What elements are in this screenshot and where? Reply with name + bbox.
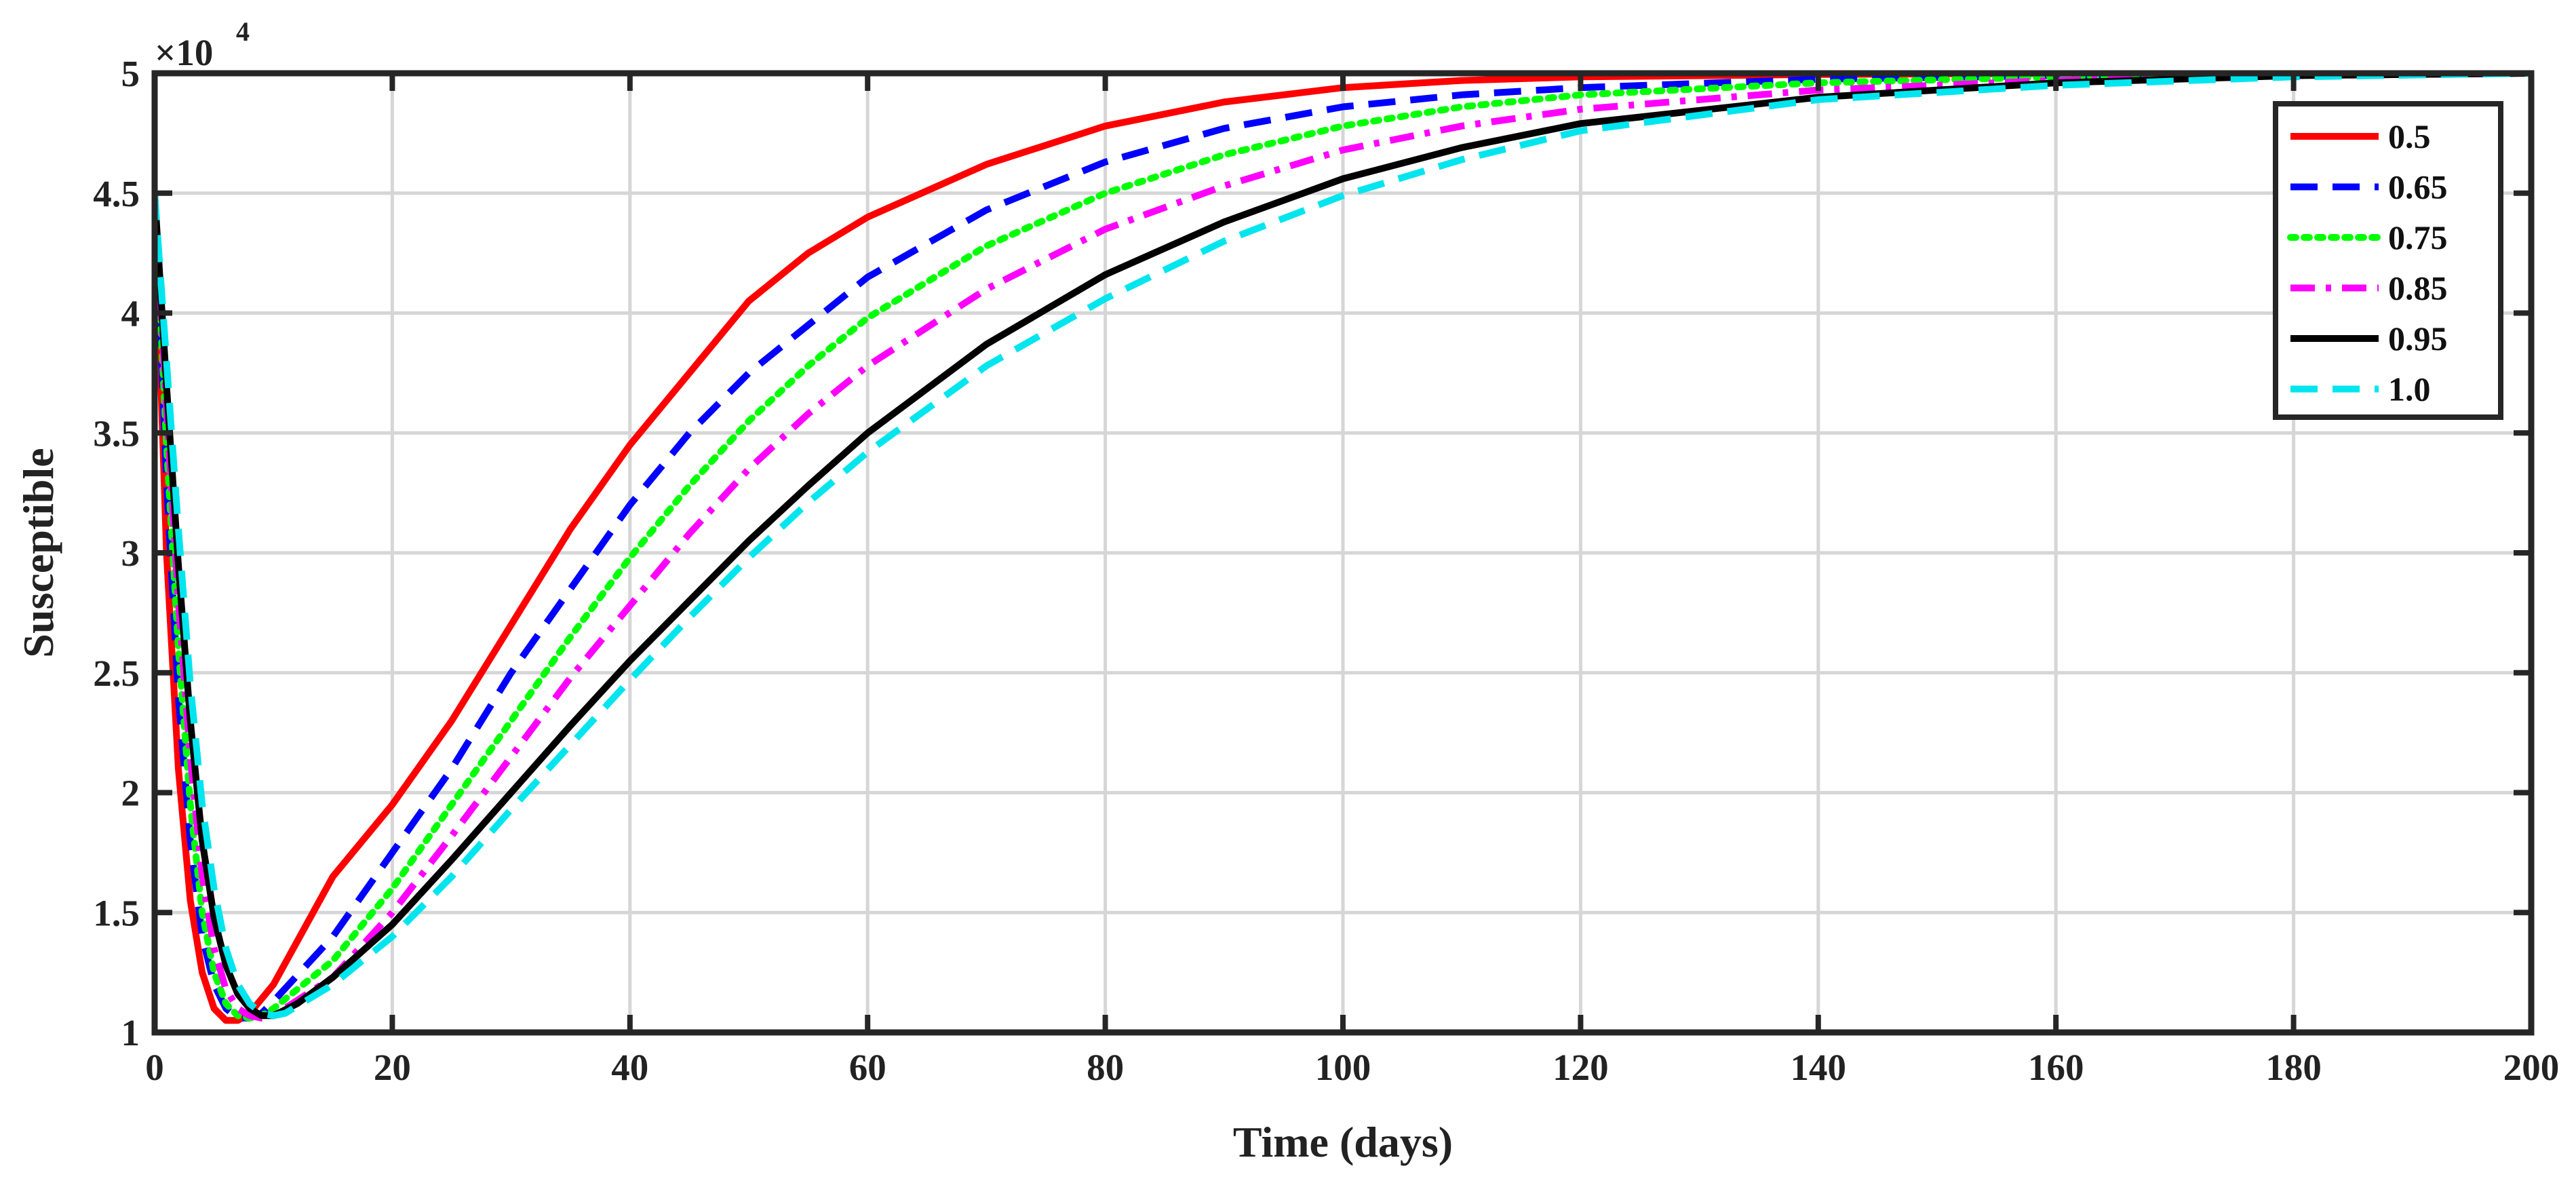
legend: 0.5 0.65 0.75 0.85 0.95 1.0 [2273, 101, 2503, 420]
legend-label: 0.75 [2388, 218, 2448, 256]
x-tick-label: 200 [2503, 1047, 2560, 1088]
x-tick-label: 100 [1315, 1047, 1371, 1088]
x-tick-label: 80 [1087, 1047, 1124, 1088]
x-tick-label: 180 [2265, 1047, 2322, 1088]
x-tick-label: 60 [849, 1047, 886, 1088]
x-tick-label: 20 [374, 1047, 411, 1088]
y-tick-label: 1 [121, 1012, 140, 1053]
series-line-0-5 [155, 73, 2531, 1024]
series-line-0-85 [155, 73, 2531, 1022]
x-tick-label: 160 [2028, 1047, 2084, 1088]
series-group [155, 73, 2531, 1024]
legend-label: 0.85 [2388, 269, 2448, 307]
x-tick-label: 140 [1791, 1047, 1847, 1088]
series-line-0-75 [155, 73, 2531, 1022]
x-tick-label: 0 [145, 1047, 164, 1088]
y-scale-base: ×10 [155, 32, 213, 73]
y-axis-label: Susceptible [14, 448, 62, 657]
series-line-0-65 [155, 73, 2531, 1022]
legend-label: 0.65 [2388, 168, 2448, 206]
y-scale-multiplier: ×10 4 [155, 16, 250, 73]
y-tick-label: 4.5 [93, 173, 140, 214]
y-tick-label: 2.5 [93, 653, 140, 694]
grid [155, 73, 2531, 1032]
y-scale-exponent: 4 [236, 16, 250, 47]
y-tick-label: 3 [121, 533, 140, 574]
series-line-1-0 [155, 73, 2531, 1020]
y-tick-label: 2 [121, 773, 140, 814]
legend-label: 0.95 [2388, 320, 2448, 357]
y-tick-label: 4 [121, 293, 140, 334]
y-tick-label: 5 [121, 53, 140, 94]
legend-label: 1.0 [2388, 370, 2431, 408]
y-tick-label: 1.5 [93, 892, 140, 933]
legend-label: 0.5 [2388, 117, 2431, 155]
y-tick-label: 3.5 [93, 412, 140, 454]
x-axis-label: Time (days) [1233, 1118, 1453, 1166]
tick-labels: 0 20 40 60 80 100 120 140 160 180 200 1 1.5 2 2.5 3 3.5 4… [93, 53, 2559, 1088]
x-tick-label: 40 [611, 1047, 648, 1088]
series-line-0-95 [155, 73, 2531, 1020]
axes-frame [151, 70, 2535, 1036]
x-tick-label: 120 [1553, 1047, 1609, 1088]
legend-box [2273, 101, 2503, 420]
